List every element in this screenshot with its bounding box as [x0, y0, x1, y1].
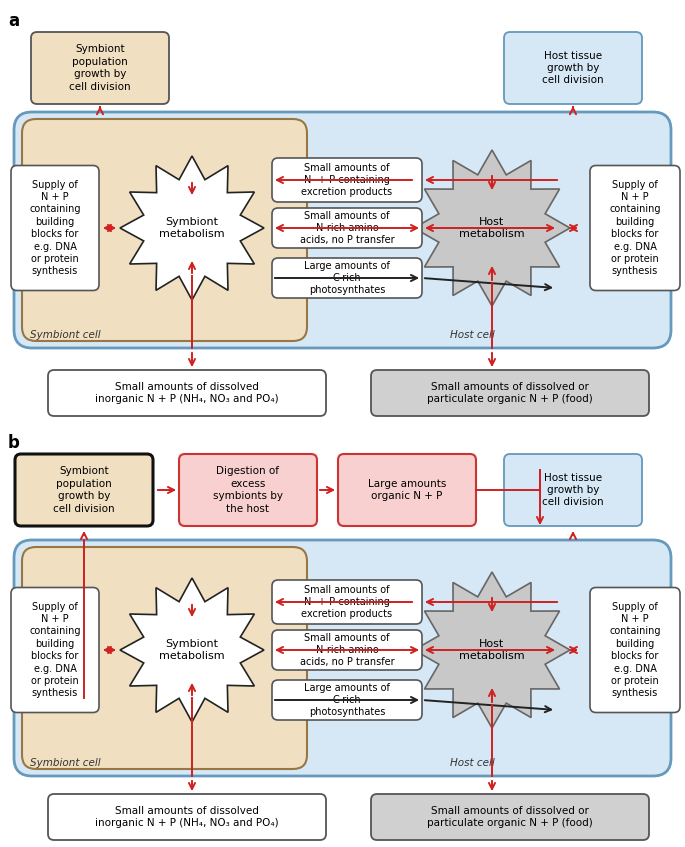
Text: Symbiont
metabolism: Symbiont metabolism [159, 217, 225, 239]
Text: Small amounts of
N- + P-containing
excretion products: Small amounts of N- + P-containing excre… [301, 163, 393, 197]
Text: Small amounts of
N- + P-containing
excretion products: Small amounts of N- + P-containing excre… [301, 584, 393, 619]
Text: Small amounts of
N-rich amino
acids, no P transfer: Small amounts of N-rich amino acids, no … [299, 633, 395, 667]
Text: Large amounts
organic N + P: Large amounts organic N + P [368, 479, 446, 501]
FancyBboxPatch shape [272, 680, 422, 720]
Text: Host tissue
growth by
cell division: Host tissue growth by cell division [543, 473, 603, 507]
Text: Host tissue
growth by
cell division: Host tissue growth by cell division [543, 51, 603, 86]
FancyBboxPatch shape [590, 588, 680, 712]
Polygon shape [414, 572, 570, 728]
FancyBboxPatch shape [371, 370, 649, 416]
FancyBboxPatch shape [272, 630, 422, 670]
Text: Small amounts of dissolved
inorganic N + P (NH₄, NO₃ and PO₄): Small amounts of dissolved inorganic N +… [95, 805, 279, 828]
Text: Large amounts of
C-rich
photosynthates: Large amounts of C-rich photosynthates [304, 261, 390, 296]
FancyBboxPatch shape [14, 540, 671, 776]
FancyBboxPatch shape [14, 112, 671, 348]
FancyBboxPatch shape [590, 165, 680, 291]
Text: Host
metabolism: Host metabolism [459, 639, 525, 661]
FancyBboxPatch shape [22, 119, 307, 341]
FancyBboxPatch shape [11, 588, 99, 712]
Text: Host cell: Host cell [450, 330, 495, 340]
Text: Symbiont
population
growth by
cell division: Symbiont population growth by cell divis… [69, 44, 131, 91]
Text: Symbiont
population
growth by
cell division: Symbiont population growth by cell divis… [53, 467, 115, 513]
FancyBboxPatch shape [272, 580, 422, 624]
FancyBboxPatch shape [11, 165, 99, 291]
Text: a: a [8, 12, 19, 30]
FancyBboxPatch shape [272, 258, 422, 298]
FancyBboxPatch shape [371, 794, 649, 840]
Text: Small amounts of dissolved
inorganic N + P (NH₄, NO₃ and PO₄): Small amounts of dissolved inorganic N +… [95, 382, 279, 404]
FancyBboxPatch shape [272, 158, 422, 202]
Text: Supply of
N + P
containing
building
blocks for
e.g. DNA
or protein
synthesis: Supply of N + P containing building bloc… [29, 180, 81, 276]
Text: Host
metabolism: Host metabolism [459, 217, 525, 239]
Text: Small amounts of dissolved or
particulate organic N + P (food): Small amounts of dissolved or particulat… [427, 805, 593, 828]
FancyBboxPatch shape [48, 370, 326, 416]
FancyBboxPatch shape [504, 32, 642, 104]
FancyBboxPatch shape [15, 454, 153, 526]
FancyBboxPatch shape [22, 547, 307, 769]
FancyBboxPatch shape [338, 454, 476, 526]
Text: Host cell: Host cell [450, 758, 495, 768]
FancyBboxPatch shape [272, 208, 422, 248]
Text: Supply of
N + P
containing
building
blocks for
e.g. DNA
or protein
synthesis: Supply of N + P containing building bloc… [609, 601, 661, 699]
FancyBboxPatch shape [48, 794, 326, 840]
Text: Large amounts of
C-rich
photosynthates: Large amounts of C-rich photosynthates [304, 683, 390, 717]
Text: Symbiont cell: Symbiont cell [30, 758, 101, 768]
Polygon shape [414, 150, 570, 306]
Text: Digestion of
excess
symbionts by
the host: Digestion of excess symbionts by the hos… [213, 467, 283, 513]
Text: Small amounts of
N-rich amino
acids, no P transfer: Small amounts of N-rich amino acids, no … [299, 211, 395, 246]
Polygon shape [120, 578, 264, 722]
Text: Small amounts of dissolved or
particulate organic N + P (food): Small amounts of dissolved or particulat… [427, 382, 593, 404]
FancyBboxPatch shape [31, 32, 169, 104]
FancyBboxPatch shape [179, 454, 317, 526]
FancyBboxPatch shape [504, 454, 642, 526]
Text: Symbiont
metabolism: Symbiont metabolism [159, 639, 225, 661]
Text: Symbiont cell: Symbiont cell [30, 330, 101, 340]
Polygon shape [120, 156, 264, 300]
Text: Supply of
N + P
containing
building
blocks for
e.g. DNA
or protein
synthesis: Supply of N + P containing building bloc… [609, 180, 661, 276]
Text: Supply of
N + P
containing
building
blocks for
e.g. DNA
or protein
synthesis: Supply of N + P containing building bloc… [29, 601, 81, 699]
Text: b: b [8, 434, 20, 452]
